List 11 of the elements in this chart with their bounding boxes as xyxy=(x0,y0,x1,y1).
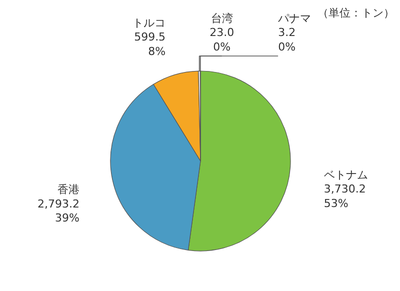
text: （単位：トン） xyxy=(318,6,394,20)
data-label: 23.0 0% xyxy=(210,26,234,54)
data-label: 3,730.2 53% xyxy=(324,182,366,210)
slice-label: パナマ xyxy=(277,12,312,25)
slice-label: ベトナム xyxy=(324,168,368,182)
slice-label: 台湾 xyxy=(210,12,233,25)
slice-label: トルコ xyxy=(132,16,166,30)
data-label: 3.2 0% xyxy=(278,26,296,54)
slice-label: 香港 xyxy=(58,183,80,196)
data-label: 2,793.2 39% xyxy=(38,197,80,225)
data-label: 599.5 8% xyxy=(134,30,166,58)
